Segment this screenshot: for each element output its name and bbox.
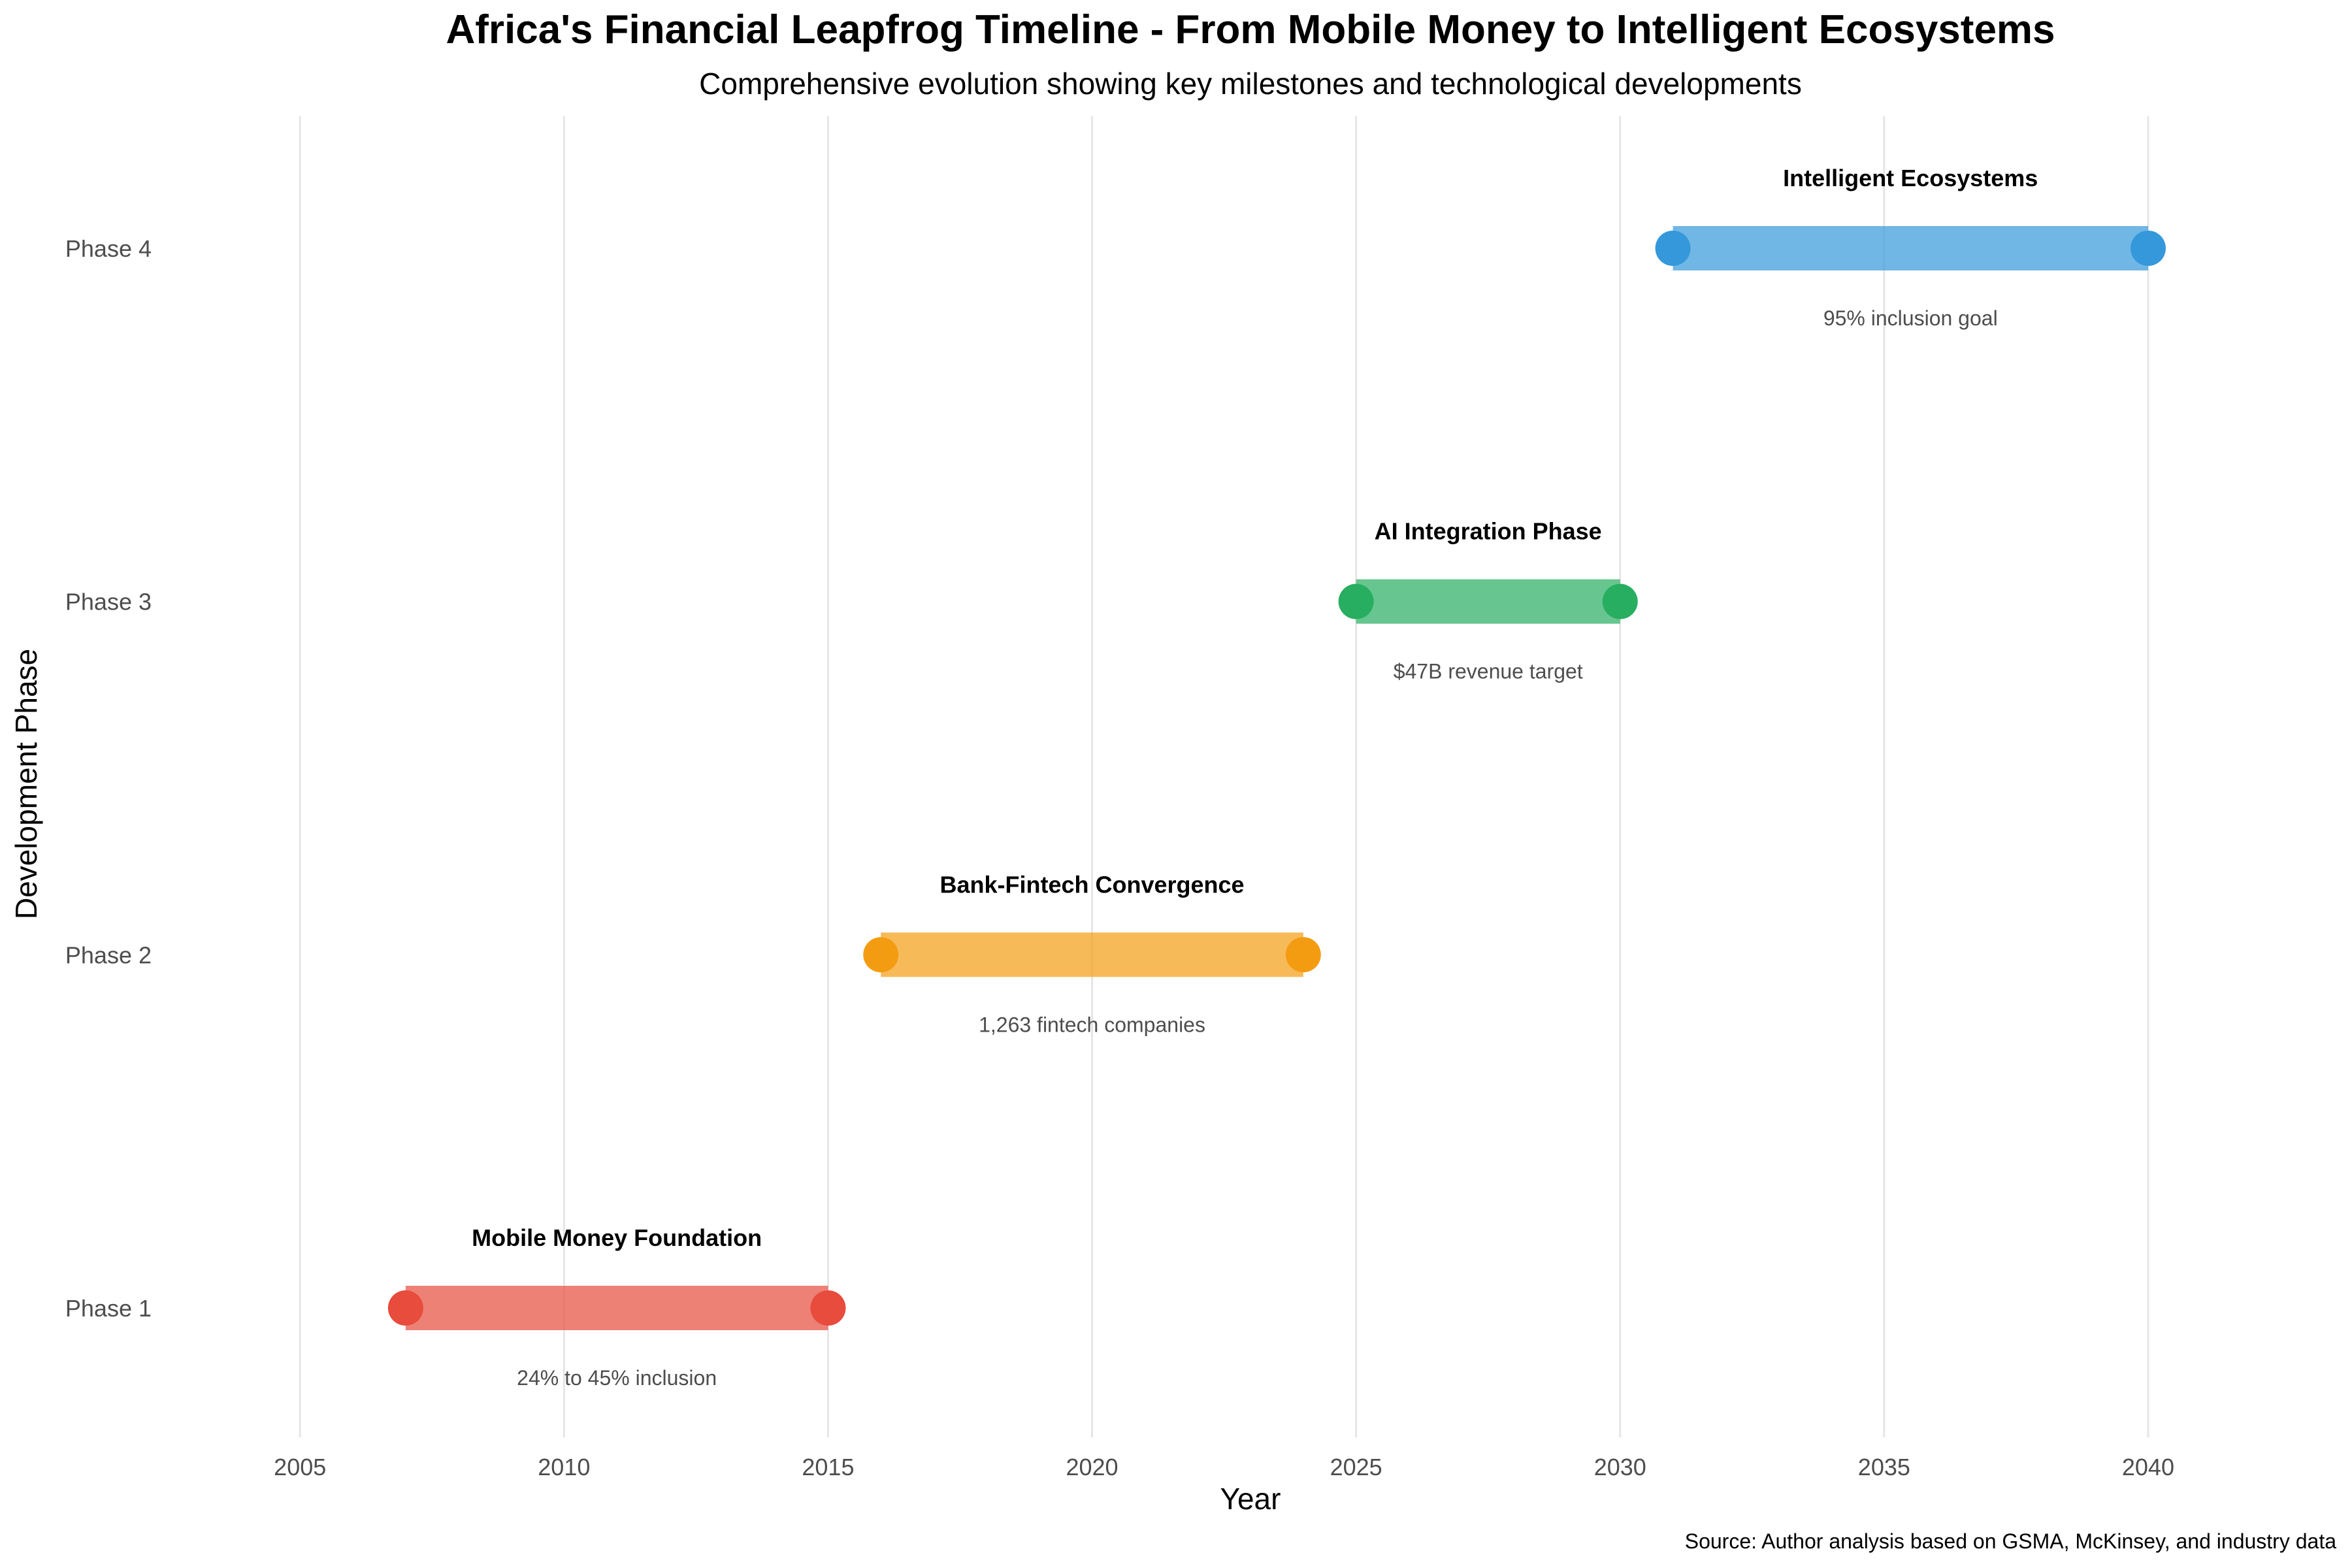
phase-4-group: Intelligent Ecosystems 95% inclusion goal — [1655, 165, 2166, 330]
x-tick-label-2015: 2015 — [802, 1454, 854, 1480]
phase-1-note-label: 24% to 45% inclusion — [517, 1366, 717, 1390]
y-tick-label-phase-4: Phase 4 — [65, 235, 152, 262]
x-tick-label-2035: 2035 — [1858, 1454, 1910, 1480]
y-tick-label-phase-1: Phase 1 — [65, 1295, 152, 1322]
x-tick-label-2020: 2020 — [1066, 1454, 1118, 1480]
gridlines — [299, 116, 2149, 1437]
phase-4-start-point — [1655, 231, 1691, 266]
phase-2-note-label: 1,263 fintech companies — [979, 1013, 1205, 1036]
x-axis-title: Year — [1220, 1482, 1281, 1516]
phase-bars: Mobile Money Foundation 24% to 45% inclus… — [387, 165, 2166, 1390]
phase-3-group: AI Integration Phase $47B revenue target — [1338, 518, 1638, 683]
phase-4-note-label: 95% inclusion goal — [1823, 306, 1998, 330]
x-tick-label-2030: 2030 — [1594, 1454, 1646, 1480]
phase-2-start-point — [863, 937, 899, 973]
phase-1-group: Mobile Money Foundation 24% to 45% inclus… — [387, 1224, 846, 1390]
phase-3-end-point — [1602, 583, 1638, 619]
y-tick-label-phase-3: Phase 3 — [65, 589, 152, 615]
phase-1-start-point — [387, 1290, 423, 1326]
phase-3-name-label: AI Integration Phase — [1375, 518, 1602, 545]
x-axis-ticks: 2005 2010 2015 2020 2025 2030 2035 2040 — [274, 1454, 2174, 1480]
chart-subtitle: Comprehensive evolution showing key mile… — [699, 67, 1802, 101]
x-tick-label-2010: 2010 — [538, 1454, 590, 1480]
phase-3-start-point — [1338, 583, 1374, 619]
phase-4-end-point — [2130, 231, 2166, 266]
phase-2-end-point — [1285, 937, 1321, 973]
source-caption: Source: Author analysis based on GSMA, M… — [1685, 1529, 2336, 1553]
phase-3-bar — [1356, 579, 1620, 624]
x-tick-label-2040: 2040 — [2122, 1454, 2174, 1480]
y-tick-label-phase-2: Phase 2 — [65, 941, 152, 968]
phase-1-name-label: Mobile Money Foundation — [472, 1224, 762, 1251]
phase-2-group: Bank-Fintech Convergence 1,263 fintech co… — [863, 871, 1321, 1036]
y-axis-title: Development Phase — [9, 649, 43, 919]
phase-2-bar — [881, 932, 1303, 977]
phase-1-bar — [405, 1286, 828, 1330]
phase-4-name-label: Intelligent Ecosystems — [1783, 165, 2038, 191]
chart-title: Africa's Financial Leapfrog Timeline - F… — [446, 7, 2055, 52]
phase-1-end-point — [810, 1290, 846, 1326]
y-axis-ticks: Phase 1 Phase 2 Phase 3 Phase 4 — [65, 235, 152, 1322]
x-tick-label-2005: 2005 — [274, 1454, 326, 1480]
phase-3-note-label: $47B revenue target — [1394, 660, 1583, 683]
phase-4-bar — [1673, 226, 2148, 270]
x-tick-label-2025: 2025 — [1330, 1454, 1382, 1480]
phase-2-name-label: Bank-Fintech Convergence — [939, 871, 1244, 898]
